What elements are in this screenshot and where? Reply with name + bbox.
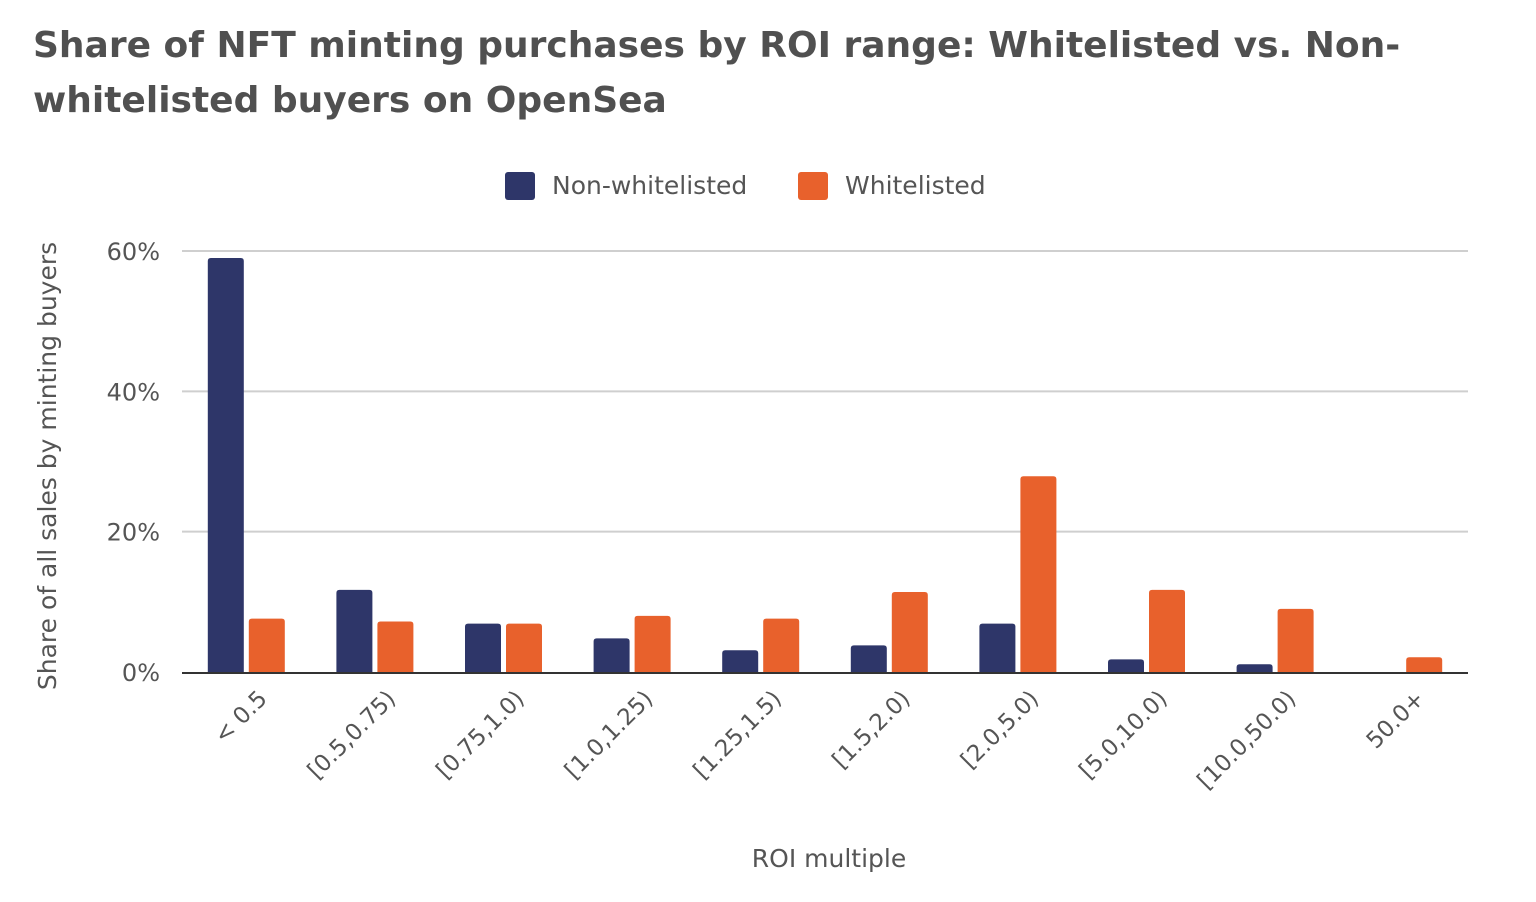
bar-non-whitelisted-3 bbox=[593, 638, 630, 672]
bar-whitelisted-5 bbox=[891, 592, 928, 672]
x-tick-label: [0.75,1.0) bbox=[431, 686, 529, 784]
bar-non-whitelisted-5 bbox=[850, 645, 887, 672]
x-tick-label: [1.0,1.25) bbox=[560, 686, 658, 784]
x-tick-label: [5.0,10.0) bbox=[1074, 686, 1172, 784]
x-axis-ticks: < 0.5 [0.5,0.75) [0.75,1.0) [1.0,1.25) [1.25… bbox=[209, 686, 1429, 795]
bar-non-whitelisted-4 bbox=[722, 650, 759, 672]
x-tick-label: [0.5,0.75) bbox=[303, 686, 401, 784]
bar-non-whitelisted-0 bbox=[207, 258, 244, 672]
chart-title: Share of NFT minting purchases by ROI ra… bbox=[33, 25, 1401, 121]
y-tick-label: 40% bbox=[107, 378, 160, 406]
bar-non-whitelisted-2 bbox=[465, 623, 501, 672]
x-tick-label: 50.0+ bbox=[1362, 686, 1430, 754]
x-tick-label: [10.0,50.0) bbox=[1193, 686, 1302, 795]
bar-non-whitelisted-7 bbox=[1108, 659, 1144, 672]
bar-whitelisted-7 bbox=[1149, 589, 1185, 672]
legend-swatch-non-whitelisted bbox=[505, 172, 535, 200]
bar-non-whitelisted-8 bbox=[1236, 664, 1273, 672]
y-tick-label: 20% bbox=[107, 519, 160, 547]
legend-swatch-whitelisted bbox=[798, 172, 828, 200]
x-tick-label: [1.5,2.0) bbox=[828, 686, 916, 774]
bars bbox=[207, 258, 1443, 672]
bar-whitelisted-9 bbox=[1406, 657, 1443, 672]
x-tick-label: [2.0,5.0) bbox=[956, 686, 1044, 774]
legend-label-non-whitelisted: Non-whitelisted bbox=[552, 171, 748, 200]
legend: Non-whitelisted Whitelisted bbox=[0, 168, 1536, 204]
y-tick-label: 60% bbox=[107, 238, 160, 266]
bar-whitelisted-4 bbox=[763, 618, 800, 672]
bar-whitelisted-2 bbox=[506, 623, 542, 672]
bar-whitelisted-1 bbox=[377, 621, 414, 672]
bar-whitelisted-3 bbox=[634, 615, 671, 672]
x-tick-label: < 0.5 bbox=[209, 686, 272, 749]
legend-label-whitelisted: Whitelisted bbox=[845, 171, 986, 200]
x-tick-label: [1.25,1.5) bbox=[689, 686, 787, 784]
bar-whitelisted-0 bbox=[248, 618, 285, 672]
y-axis-ticks: 0% 20% 40% 60% bbox=[107, 238, 160, 687]
bar-non-whitelisted-6 bbox=[979, 623, 1016, 672]
bar-whitelisted-6 bbox=[1020, 476, 1057, 672]
bar-whitelisted-8 bbox=[1277, 608, 1314, 672]
x-axis-title: ROI multiple bbox=[752, 844, 906, 873]
y-axis-title: Share of all sales by minting buyers bbox=[33, 242, 62, 690]
bar-non-whitelisted-1 bbox=[336, 589, 373, 672]
gridlines bbox=[182, 250, 1468, 533]
y-tick-label: 0% bbox=[122, 659, 160, 687]
